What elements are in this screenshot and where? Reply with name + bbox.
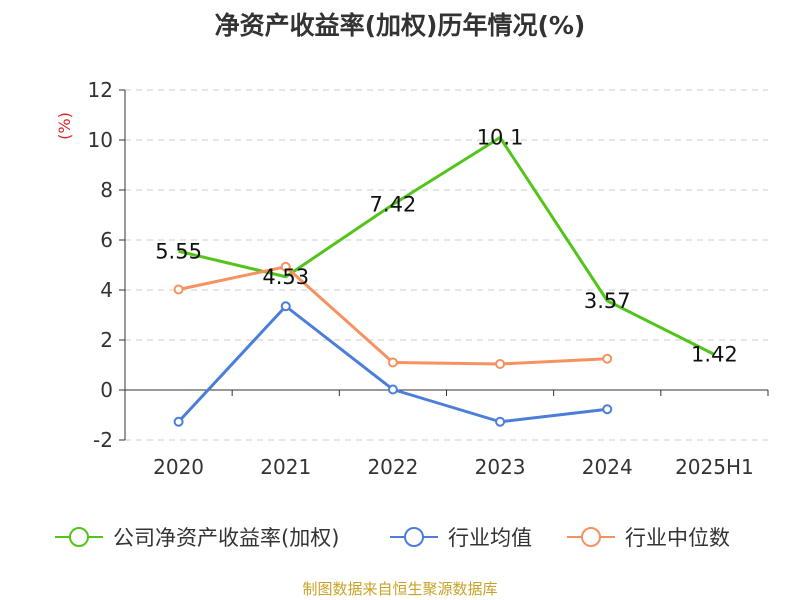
- legend-label: 公司净资产收益率(加权): [113, 526, 339, 550]
- data-point: [602, 404, 613, 415]
- legend-item-0[interactable]: 公司净资产收益率(加权): [55, 526, 339, 550]
- grid: [125, 89, 768, 441]
- y-tick-label: 0: [100, 378, 113, 402]
- data-labels: 5.55 4.53 7.42 10.1 3.57 1.42: [155, 126, 738, 367]
- series-line-2: [178, 265, 608, 366]
- legend-item-1[interactable]: 行业均值: [390, 526, 532, 550]
- data-point: [602, 353, 613, 364]
- x-tick-label: 2023: [475, 455, 526, 479]
- legend-swatch-marker: [404, 527, 424, 547]
- data-point: [495, 416, 506, 427]
- data-label: 1.42: [691, 343, 738, 367]
- data-label: 7.42: [370, 193, 417, 217]
- data-point: [280, 301, 291, 312]
- y-tick-label: 10: [88, 128, 113, 152]
- y-tick-label: 6: [100, 228, 113, 252]
- y-tick-label: 12: [88, 78, 113, 102]
- y-tick-label: -2: [93, 428, 113, 452]
- data-point: [173, 284, 184, 295]
- data-point: [387, 357, 398, 368]
- data-label: 10.1: [477, 126, 524, 150]
- axes: [119, 89, 769, 441]
- y-tick-label: 8: [100, 178, 113, 202]
- legend-label: 行业中位数: [625, 526, 730, 550]
- y-tick-label: 2: [100, 328, 113, 352]
- series-lines: [173, 136, 716, 427]
- source-note: 制图数据来自恒生聚源数据库: [302, 580, 497, 598]
- legend: 公司净资产收益率(加权) 行业均值 行业中位数: [55, 526, 730, 550]
- legend-item-2[interactable]: 行业中位数: [567, 526, 730, 550]
- data-label: 4.53: [262, 265, 309, 289]
- data-point: [387, 384, 398, 395]
- y-axis-label: (%): [55, 112, 74, 140]
- data-point: [173, 416, 184, 427]
- x-tick-label: 2024: [582, 455, 633, 479]
- data-point: [495, 359, 506, 369]
- legend-swatch-marker: [581, 527, 601, 547]
- x-tick-label: 2021: [260, 455, 311, 479]
- legend-label: 行业均值: [448, 526, 532, 550]
- x-tick-labels: 2020 2021 2022 2023 2024 2025H1: [153, 455, 754, 479]
- y-tick-labels: 12 10 8 6 4 2 0 -2: [88, 78, 113, 452]
- x-tick-label: 2022: [367, 455, 418, 479]
- x-tick-label: 2025H1: [675, 455, 754, 479]
- legend-swatch-marker: [69, 527, 89, 547]
- x-tick-label: 2020: [153, 455, 204, 479]
- data-point: [280, 261, 291, 272]
- data-label: 3.57: [584, 289, 631, 313]
- y-tick-label: 4: [100, 278, 113, 302]
- series-line-0: [178, 136, 716, 356]
- data-label: 5.55: [155, 239, 202, 263]
- chart-title: 净资产收益率(加权)历年情况(%): [215, 11, 586, 40]
